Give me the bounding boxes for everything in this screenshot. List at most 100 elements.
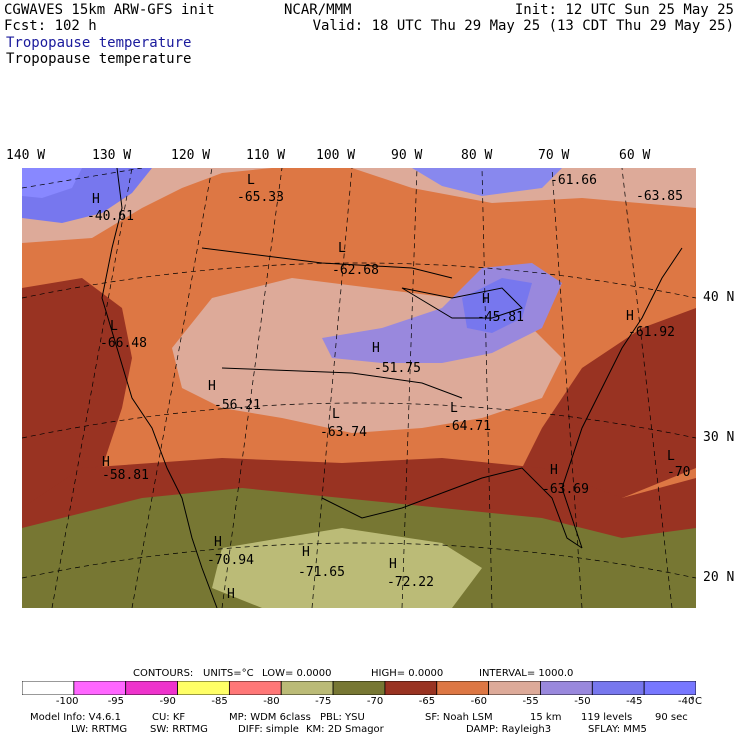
model-title: CGWAVES 15km ARW-GFS init: [4, 2, 215, 18]
hl-value: -58.81: [102, 468, 149, 483]
footer-levels: 119 levels: [581, 712, 633, 723]
hl-value: -71.65: [298, 565, 345, 580]
hl-letter: H: [102, 455, 110, 470]
lon-label-80w: 80 W: [461, 148, 493, 163]
footer-resolution: 15 km: [530, 712, 562, 723]
hl-value: -66.48: [100, 336, 147, 351]
colorbar-swatch: [73, 681, 127, 695]
hl-letter: L: [450, 401, 458, 416]
footer-cu: CU: KF: [152, 712, 186, 723]
footer-sf: SF: Noah LSM: [425, 712, 493, 723]
hl-value: -45.81: [477, 310, 524, 325]
colorbar-swatch: [332, 681, 386, 695]
hl-value: -62.68: [332, 263, 379, 278]
colorbar: [22, 681, 696, 695]
hl-value: -63.69: [542, 482, 589, 497]
footer-timestep: 90 sec: [655, 712, 688, 723]
footer-pbl: PBL: YSU: [320, 712, 365, 723]
field-minus45-n: [412, 168, 562, 196]
hl-value: -72.22: [387, 575, 434, 590]
hl-letter: L: [338, 241, 346, 256]
footer-sflay: SFLAY: MM5: [588, 724, 647, 735]
hl-value: -40.61: [87, 209, 134, 224]
footer-mp: MP: WDM 6class: [229, 712, 311, 723]
hl-letter: L: [332, 407, 340, 422]
field-title-2: Tropopause temperature: [6, 51, 192, 67]
footer-lw: LW: RRTMG: [71, 724, 128, 735]
colorbar-tick-label: -60: [470, 696, 487, 707]
center-label: NCAR/MMM: [284, 2, 352, 18]
lon-label-120w: 120 W: [171, 148, 211, 163]
colorbar-swatch: [591, 681, 645, 695]
hl-value: -63.85: [636, 189, 683, 204]
footer-model-info: Model Info: V4.6.1: [30, 712, 121, 723]
colorbar-swatch: [125, 681, 178, 695]
hl-value: -63.74: [320, 425, 367, 440]
colorbar-tick-label: -100: [55, 696, 79, 707]
lon-label-110w: 110 W: [246, 148, 286, 163]
hl-letter: H: [208, 379, 216, 394]
lat-label-20n: 20 N: [703, 570, 735, 585]
hl-letter: H: [227, 587, 235, 602]
hl-letter: H: [550, 463, 558, 478]
hl-letter: H: [626, 309, 634, 324]
colorbar-tick-label: -80: [263, 696, 280, 707]
colorbar-swatch: [280, 681, 334, 695]
hl-value: -61.92: [628, 325, 675, 340]
field-minus45-lakes: [462, 278, 532, 333]
contours-units: UNITS=°C: [203, 668, 254, 679]
colorbar-swatch: [228, 681, 282, 695]
colorbar-swatch: [384, 681, 438, 695]
colorbar-tick-label: -90: [159, 696, 176, 707]
colorbar-tick-label: -40: [678, 696, 695, 707]
lon-label-130w: 130 W: [92, 148, 132, 163]
footer-diff: DIFF: simple: [238, 724, 299, 735]
hl-value: -61.66: [550, 173, 597, 188]
footer-sw: SW: RRTMG: [150, 724, 208, 735]
lon-label-140w: 140 W: [6, 148, 46, 163]
colorbar-tick-label: -50: [574, 696, 591, 707]
field-minus65-east: [522, 308, 696, 498]
contours-low: LOW= 0.0000: [262, 668, 332, 679]
hl-value: -65.33: [237, 190, 284, 205]
colorbar-tick-label: -95: [107, 696, 125, 707]
lon-label-60w: 60 W: [619, 148, 651, 163]
colorbar-tick-label: -65: [418, 696, 436, 707]
hl-letter: L: [667, 449, 675, 464]
hl-value: -51.75: [374, 361, 421, 376]
init-time: Init: 12 UTC Sun 25 May 25: [514, 2, 734, 18]
colorbar-unit: °C: [690, 696, 702, 707]
contours-high: HIGH= 0.0000: [371, 668, 444, 679]
hl-value: -70.94: [207, 553, 254, 568]
lon-label-100w: 100 W: [316, 148, 356, 163]
forecast-hour: Fcst: 102 h: [4, 18, 97, 34]
hl-letter: H: [302, 545, 310, 560]
hl-letter: H: [92, 192, 100, 207]
lat-label-30n: 30 N: [703, 430, 735, 445]
footer-damp: DAMP: Rayleigh3: [466, 724, 552, 735]
tropopause-temperature-map: H -40.61 L -65.33 -61.66 -63.85 L -62.68…: [22, 168, 696, 608]
field-title-1: Tropopause temperature: [6, 35, 192, 51]
valid-time: Valid: 18 UTC Thu 29 May 25 (13 CDT Thu …: [312, 18, 734, 34]
lon-label-70w: 70 W: [538, 148, 570, 163]
hl-letter: L: [247, 173, 255, 188]
colorbar-tick-label: -55: [522, 696, 539, 707]
colorbar-tick-label: -45: [626, 696, 643, 707]
hl-letter: H: [214, 535, 222, 550]
hl-value: -64.71: [444, 419, 491, 434]
colorbar-swatch: [643, 681, 696, 695]
hl-letter: L: [110, 319, 118, 334]
field-minus65-west: [22, 278, 132, 518]
field-minus75-gulf: [212, 528, 482, 608]
colorbar-tick-label: -85: [211, 696, 228, 707]
hl-value: -56.21: [214, 398, 261, 413]
lat-label-40n: 40 N: [703, 290, 735, 305]
colorbar-tick-label: -75: [315, 696, 332, 707]
contours-interval: INTERVAL= 1000.0: [479, 668, 574, 679]
footer-km: KM: 2D Smagor: [306, 724, 384, 735]
graticule: [22, 168, 696, 608]
colorbar-swatch: [488, 681, 541, 695]
map-outlines: [101, 168, 683, 608]
colorbar-swatch: [540, 681, 593, 695]
colorbar-swatch: [436, 681, 490, 695]
